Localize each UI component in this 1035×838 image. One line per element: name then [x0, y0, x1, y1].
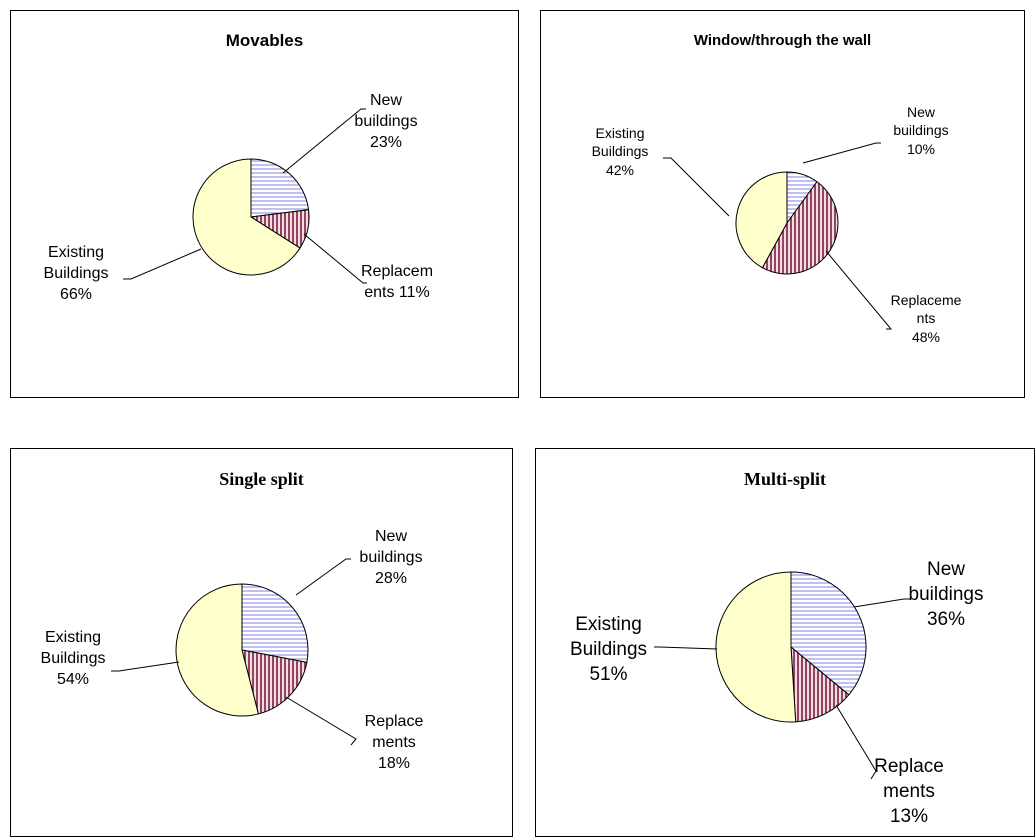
slice-label-replacements: Replace ments 13% — [874, 756, 944, 828]
chart-title: Movables — [225, 31, 304, 50]
slice-label-new-buildings: New buildings 23% — [354, 92, 418, 152]
leader-line-replacements — [835, 704, 877, 780]
slice-label-existing-buildings: Existing Buildings 42% — [591, 125, 649, 178]
leader-line-replacements — [285, 696, 357, 746]
replacements-slice — [761, 181, 839, 275]
chart-panel-single-split: Single split New buildings 28% Replace m… — [10, 448, 513, 837]
slice-label-replacements: Replace ments 18% — [364, 713, 424, 773]
chart-panel-window-through-the-wall: Window/through the wall New buildings 10… — [540, 10, 1025, 398]
slice-label-replacements: Replacem ents 11% — [360, 263, 434, 302]
chart-title: Window/through the wall — [693, 32, 872, 49]
chart-title: Multi-split — [743, 469, 826, 489]
replacements-slice — [790, 645, 850, 723]
replacements-slice — [241, 649, 308, 715]
pie-chart — [111, 558, 357, 746]
leader-line-existing-buildings — [123, 248, 202, 280]
leader-line-existing-buildings — [111, 661, 180, 672]
slice-label-new-buildings: New buildings 10% — [893, 104, 949, 157]
slice-label-replacements: Replaceme nts 48% — [890, 292, 962, 345]
leader-line-new-buildings — [802, 142, 881, 164]
leader-line-existing-buildings — [663, 157, 730, 217]
existing-buildings-slice — [192, 158, 301, 276]
pie-chart — [654, 571, 911, 780]
chart-title: Single split — [219, 469, 304, 489]
new-buildings-slice — [250, 158, 310, 218]
slice-label-existing-buildings: Existing Buildings 66% — [43, 244, 109, 304]
leader-line-new-buildings — [853, 598, 911, 608]
new-buildings-slice — [241, 583, 309, 663]
slice-label-existing-buildings: Existing Buildings 51% — [569, 614, 648, 686]
chart-panel-movables: Movables New buildings 23% Replacem ents… — [10, 10, 519, 398]
pie-chart — [663, 142, 893, 330]
chart-panel-multi-split: Multi-split New buildings 36% Replace me… — [535, 448, 1035, 837]
leader-line-replacements — [825, 250, 893, 330]
existing-buildings-slice — [715, 571, 797, 723]
pie-chart — [123, 108, 367, 284]
existing-buildings-slice — [175, 583, 260, 717]
leader-line-new-buildings — [282, 108, 366, 174]
new-buildings-slice — [790, 571, 867, 696]
slice-label-existing-buildings: Existing Buildings 54% — [40, 629, 106, 689]
slice-label-new-buildings: New buildings 36% — [908, 559, 984, 631]
existing-buildings-slice — [735, 171, 788, 269]
slice-label-new-buildings: New buildings 28% — [359, 528, 423, 588]
leader-line-new-buildings — [295, 558, 351, 596]
leader-line-existing-buildings — [654, 646, 718, 650]
leader-line-replacements — [303, 233, 367, 284]
